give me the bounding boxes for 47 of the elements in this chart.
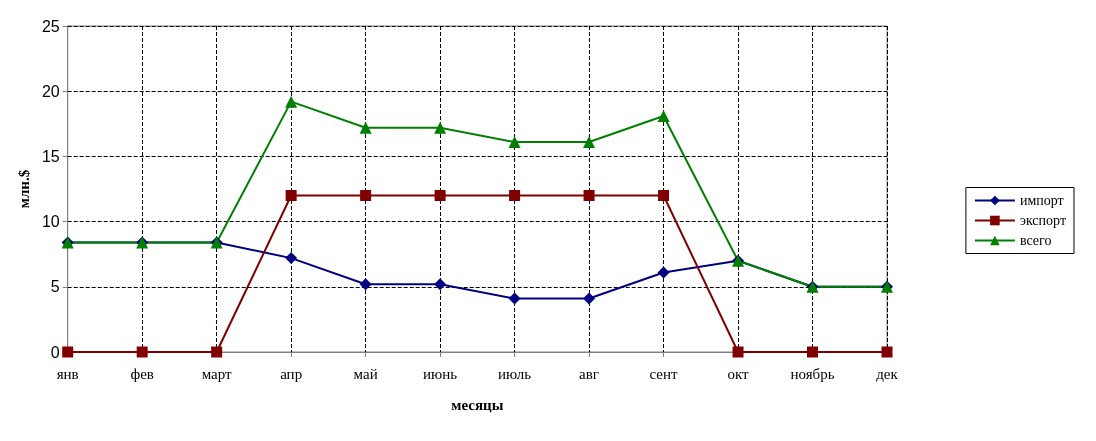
point bbox=[583, 136, 596, 149]
point bbox=[434, 190, 446, 202]
point bbox=[211, 346, 223, 358]
point bbox=[657, 109, 670, 122]
point bbox=[657, 266, 670, 279]
y-tick-label: 15 bbox=[41, 147, 60, 165]
y-tick-label: 25 bbox=[41, 17, 60, 35]
x-tick-label: авг bbox=[579, 365, 600, 382]
point bbox=[508, 292, 521, 305]
y-axis-title: млн.$ bbox=[15, 169, 32, 209]
point bbox=[881, 346, 893, 358]
point bbox=[658, 190, 670, 202]
x-tick-label: фев bbox=[130, 365, 154, 382]
legend-label: всего bbox=[1019, 233, 1052, 248]
point bbox=[136, 346, 148, 358]
y-tick-label: 0 bbox=[50, 343, 60, 361]
point bbox=[62, 346, 74, 358]
x-tick-label: сент bbox=[649, 365, 679, 382]
x-tick-label: ноябрь bbox=[790, 365, 835, 382]
point bbox=[583, 292, 596, 305]
x-tick-label: окт bbox=[727, 365, 750, 382]
point bbox=[508, 136, 521, 149]
x-tick-label: янв bbox=[56, 365, 79, 382]
x-tick-label: июнь bbox=[423, 365, 458, 382]
y-tick-label: 10 bbox=[41, 213, 60, 231]
point bbox=[285, 95, 298, 108]
point bbox=[732, 346, 744, 358]
x-tick-label: дек bbox=[876, 365, 899, 382]
point bbox=[285, 252, 298, 265]
point bbox=[434, 278, 447, 291]
x-tick-label: апр bbox=[280, 365, 303, 382]
point bbox=[807, 346, 819, 358]
point bbox=[359, 121, 372, 134]
y-tick-label: 5 bbox=[50, 278, 60, 296]
point bbox=[360, 190, 372, 202]
point bbox=[434, 121, 447, 134]
x-tick-label: май bbox=[353, 365, 378, 382]
point bbox=[285, 190, 297, 202]
point bbox=[509, 190, 521, 202]
legend-label: экспорт bbox=[1019, 213, 1067, 228]
point bbox=[583, 190, 595, 202]
x-tick-label: март bbox=[201, 365, 233, 382]
y-tick-label: 20 bbox=[41, 82, 60, 100]
point bbox=[359, 278, 372, 291]
legend-label: импорт bbox=[1019, 193, 1064, 208]
x-axis-title: месяцы bbox=[451, 396, 504, 413]
x-tick-label: июль bbox=[498, 365, 532, 382]
